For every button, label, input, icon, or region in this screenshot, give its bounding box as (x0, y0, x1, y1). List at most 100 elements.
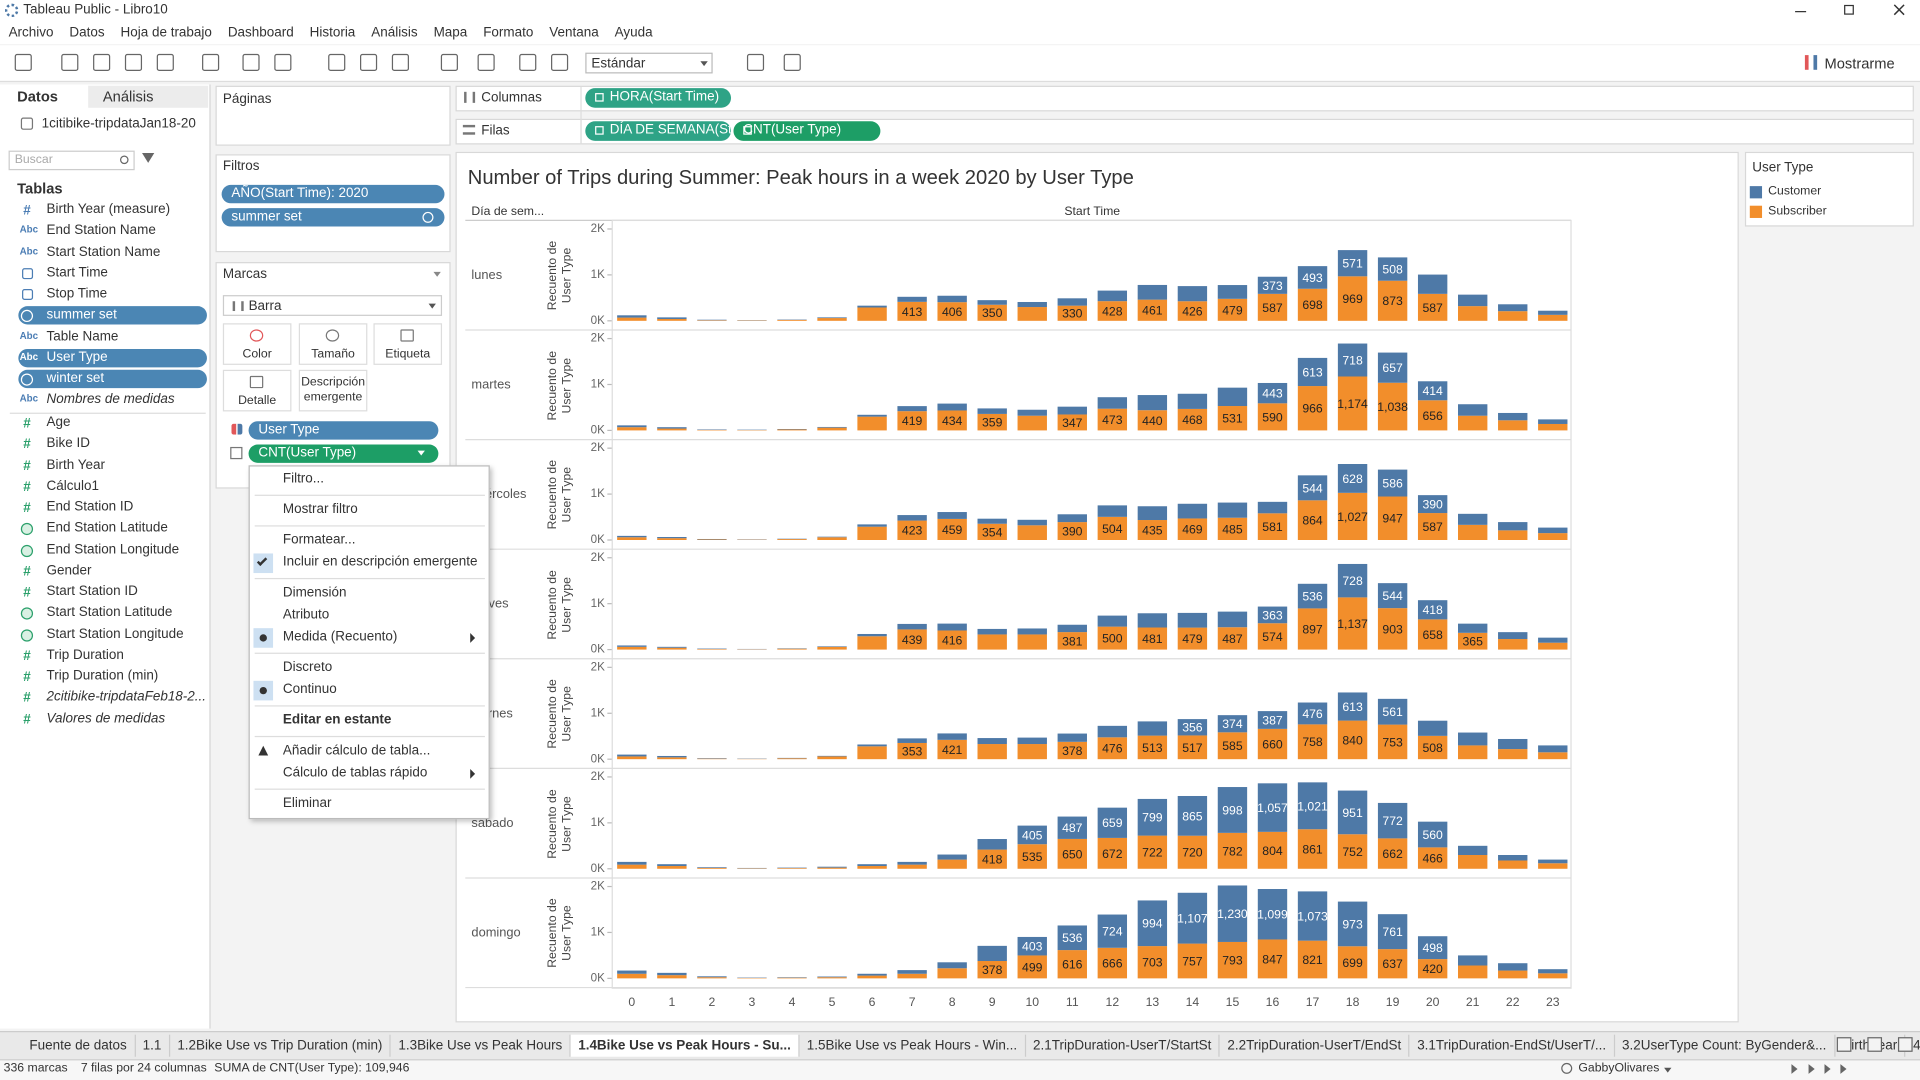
filter-pill[interactable]: AÑO(Start Time): 2020 (221, 184, 445, 204)
mark-button-frame[interactable] (222, 369, 292, 412)
toolbar-icon[interactable] (519, 53, 537, 72)
field[interactable]: End Station Longitude (46, 541, 180, 557)
search-box[interactable]: Buscar (8, 150, 135, 171)
field[interactable]: summer set (46, 307, 117, 323)
shelf-pill[interactable]: CNT(User Type) (733, 121, 881, 141)
marks-pill[interactable]: CNT(User Type) (248, 444, 439, 463)
toolbar-icon[interactable] (783, 53, 801, 72)
sheet-tab[interactable]: 4.TripDur (1906, 1035, 1920, 1057)
field[interactable]: Nombres de medidas (46, 392, 175, 407)
menu-item[interactable]: Cálculo de tablas rápido (250, 763, 489, 785)
toolbar-icon[interactable] (242, 53, 260, 72)
mark-button-frame[interactable] (298, 369, 368, 412)
field[interactable]: Age (46, 415, 71, 430)
field[interactable]: Table Name (46, 328, 119, 344)
toolbar-icon[interactable] (156, 53, 174, 72)
menu-item[interactable]: Continuo (250, 680, 489, 702)
marks-pill[interactable]: User Type (248, 421, 439, 440)
field[interactable]: Cálculo1 (46, 478, 99, 494)
fit-dropdown[interactable]: Estándar (585, 52, 713, 74)
field[interactable]: Trip Duration (min) (46, 668, 159, 684)
toolbar-icon[interactable] (14, 53, 32, 72)
menu-item[interactable]: Ventana (549, 25, 599, 41)
field[interactable]: Bike ID (46, 436, 90, 451)
menu-item[interactable]: Medida (Recuento) (250, 627, 489, 649)
field[interactable]: Gender (46, 562, 92, 578)
sheet-tab[interactable]: Fuente de datos (5, 1034, 136, 1057)
field[interactable]: User Type (46, 349, 108, 365)
menu-item[interactable]: Formatear... (250, 530, 489, 552)
menu-item[interactable]: Datos (69, 25, 105, 41)
tab-action-icon[interactable] (1867, 1037, 1883, 1052)
field[interactable]: Start Time (46, 265, 108, 281)
analysis-tab[interactable]: Análisis (88, 85, 209, 108)
menu-item[interactable]: Editar en estante (250, 710, 489, 732)
menu-item[interactable]: Eliminar (250, 793, 489, 815)
field[interactable]: Birth Year (46, 457, 105, 473)
toolbar-icon[interactable] (93, 53, 111, 72)
menu-item[interactable]: Dashboard (227, 25, 294, 41)
user-name[interactable]: GabbyOlivares (1578, 1061, 1660, 1076)
menu-item[interactable]: Hoja de trabajo (120, 25, 212, 41)
sheet-tab[interactable]: 1.4Bike Use vs Peak Hours - Su... (570, 1034, 800, 1057)
toolbar-icon[interactable] (124, 53, 143, 72)
mark-button-frame[interactable] (373, 323, 443, 365)
field[interactable]: winter set (46, 371, 105, 386)
menu-item[interactable]: Discreto (250, 658, 489, 680)
sheet-tab[interactable]: 1.5Bike Use vs Peak Hours - Win... (799, 1034, 1026, 1057)
field[interactable]: End Station Latitude (46, 520, 168, 536)
show-me-button[interactable]: Mostrarme (1824, 55, 1895, 73)
filter-pill[interactable]: summer set (221, 208, 445, 227)
field[interactable]: Stop Time (46, 286, 108, 302)
tab-action-icon[interactable] (1897, 1037, 1913, 1052)
data-tab[interactable]: Datos (0, 85, 89, 108)
field[interactable]: Birth Year (measure) (46, 202, 171, 217)
field[interactable]: Start Station Latitude (46, 605, 173, 620)
mark-type[interactable]: Barra (222, 295, 443, 316)
field[interactable]: Start Station ID (46, 584, 138, 599)
toolbar-icon[interactable] (440, 53, 458, 72)
menu-item[interactable]: Historia (309, 25, 356, 41)
toolbar-icon[interactable] (61, 53, 79, 72)
menu-item[interactable]: Formato (483, 25, 534, 41)
data-source[interactable]: 1citibike-tripdataJan18-20 (41, 116, 196, 132)
mark-button-frame[interactable] (222, 323, 292, 365)
menu-item[interactable]: Filtro... (250, 469, 489, 491)
field[interactable]: Start Station Longitude (46, 626, 184, 642)
toolbar-icon[interactable] (360, 53, 378, 72)
field[interactable]: Start Station Name (46, 244, 161, 259)
toolbar-icon[interactable] (274, 53, 292, 72)
nav-arrow[interactable] (1791, 1064, 1802, 1074)
close-button[interactable] (1893, 4, 1905, 16)
sheet-tab[interactable]: 1.2Bike Use vs Trip Duration (min) (170, 1034, 391, 1057)
field[interactable]: End Station ID (46, 499, 134, 515)
toolbar-icon[interactable] (328, 53, 346, 72)
sheet-tab[interactable]: 3.2UserType Count: ByGender&... (1615, 1034, 1835, 1057)
sheet-tab[interactable]: 3.1TripDuration-EndSt/UserT/... (1410, 1034, 1615, 1057)
menu-item[interactable]: Archivo (8, 25, 54, 41)
field[interactable]: End Station Name (46, 223, 156, 238)
restore-button[interactable] (1844, 4, 1854, 15)
toolbar-icon[interactable] (391, 53, 409, 72)
menu-item[interactable]: Mostrar filtro (250, 500, 489, 522)
mark-button-frame[interactable] (298, 323, 368, 365)
menu-item[interactable]: Análisis (371, 25, 418, 41)
toolbar-icon[interactable] (477, 53, 495, 72)
sheet-tab[interactable]: 1.3Bike Use vs Peak Hours (391, 1034, 571, 1057)
sheet-tab[interactable]: 1.1 (135, 1034, 170, 1057)
field[interactable]: Valores de medidas (46, 710, 166, 726)
sheet-tab[interactable]: 2.1TripDuration-UserT/StartSt (1026, 1034, 1220, 1057)
menu-item[interactable]: Incluir en descripción emergente (250, 552, 489, 574)
toolbar-icon[interactable] (202, 53, 220, 72)
nav-arrow[interactable] (1824, 1064, 1835, 1074)
menu-item[interactable]: Ayuda (614, 25, 653, 41)
toolbar-icon[interactable] (551, 53, 569, 72)
menu-item[interactable]: Dimensión (250, 583, 489, 605)
menu-item[interactable]: Mapa (433, 25, 468, 41)
menu-item[interactable]: Atributo (250, 605, 489, 627)
menu-item[interactable]: Añadir cálculo de tabla... (250, 741, 489, 763)
shelf-pill[interactable]: HORA(Start Time) (585, 88, 732, 108)
nav-arrow[interactable] (1808, 1064, 1820, 1074)
sheet-tab[interactable]: 2.2TripDuration-UserT/EndSt (1220, 1034, 1410, 1057)
tab-action-icon[interactable] (1836, 1037, 1852, 1052)
